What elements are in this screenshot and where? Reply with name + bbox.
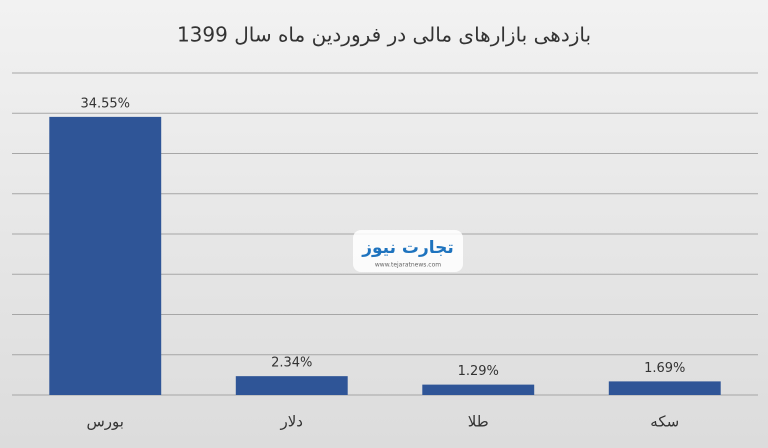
bar [422, 384, 535, 395]
x-tick-label: بورس [87, 413, 124, 431]
watermark-brand: تجارت نیوز [361, 238, 454, 258]
x-tick-label: طلا [468, 413, 489, 431]
value-label: 2.34% [271, 356, 312, 371]
watermark-box [353, 230, 463, 272]
x-tick-label: دلار [280, 413, 303, 431]
watermark-url: www.tejaratnews.com [375, 262, 441, 269]
bar [608, 381, 721, 395]
value-label: 1.29% [458, 364, 499, 379]
chart-title: بازدهی بازارهای مالی در فروردین ماه سال … [177, 23, 591, 47]
watermark: تجارت نیوز www.tejaratnews.com [353, 230, 463, 272]
value-label: 34.55% [80, 96, 130, 111]
bar [235, 376, 348, 395]
x-tick-label: سکه [650, 413, 679, 431]
bar [49, 116, 162, 395]
value-label: 1.69% [644, 361, 685, 376]
